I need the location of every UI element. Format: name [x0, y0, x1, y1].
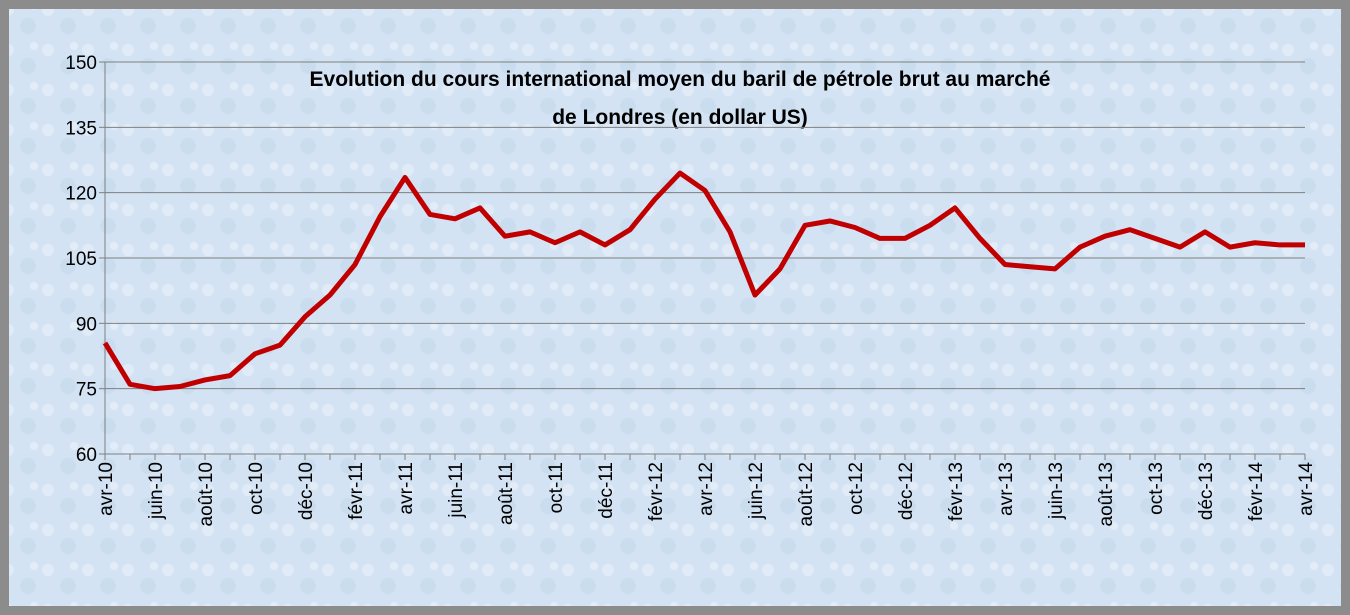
y-tick-label: 105 [65, 249, 97, 270]
x-tick-label: avr-10 [96, 462, 117, 516]
background [9, 9, 1341, 606]
y-tick-label: 60 [76, 445, 97, 466]
y-tick-label: 90 [76, 314, 97, 335]
x-tick-label: juin-10 [146, 462, 167, 520]
x-tick-label: oct-13 [1146, 462, 1167, 515]
x-tick-label: oct-10 [246, 462, 267, 515]
x-tick-label: avr-13 [996, 462, 1017, 516]
line-series [102, 170, 1305, 392]
y-tick-label: 120 [65, 184, 97, 205]
x-tick-label: oct-12 [846, 462, 867, 515]
x-tick-label: déc-12 [896, 462, 917, 520]
x-tick-label: déc-11 [596, 462, 617, 519]
chart-title: de Londres (en dollar US) [552, 106, 808, 129]
x-tick-label: févr-12 [646, 462, 667, 521]
x-tick-label: févr-13 [946, 462, 967, 521]
y-tick-label: 75 [76, 380, 97, 401]
x-tick-label: févr-11 [346, 462, 367, 520]
x-tick-label: juin-11 [446, 462, 467, 519]
y-tick-label: 150 [65, 53, 97, 74]
x-tick-label: août-11 [496, 462, 517, 525]
y-tick-label: 135 [65, 118, 97, 139]
x-tick-label: avr-14 [1296, 462, 1317, 516]
x-tick-label: août-10 [196, 462, 217, 526]
x-tick-label: août-12 [796, 462, 817, 526]
x-tick-label: avr-11 [396, 462, 417, 514]
x-tick-label: déc-10 [296, 462, 317, 520]
x-tick-label: juin-12 [746, 462, 767, 520]
x-tick-label: oct-11 [546, 462, 567, 513]
chart-title: Evolution du cours international moyen d… [310, 68, 1051, 91]
x-tick-label: juin-13 [1046, 462, 1067, 520]
x-tick-label: avr-12 [696, 462, 717, 516]
x-tick-label: févr-14 [1246, 462, 1267, 522]
x-tick-label: août-13 [1096, 462, 1117, 526]
x-tick-label: déc-13 [1196, 462, 1217, 520]
